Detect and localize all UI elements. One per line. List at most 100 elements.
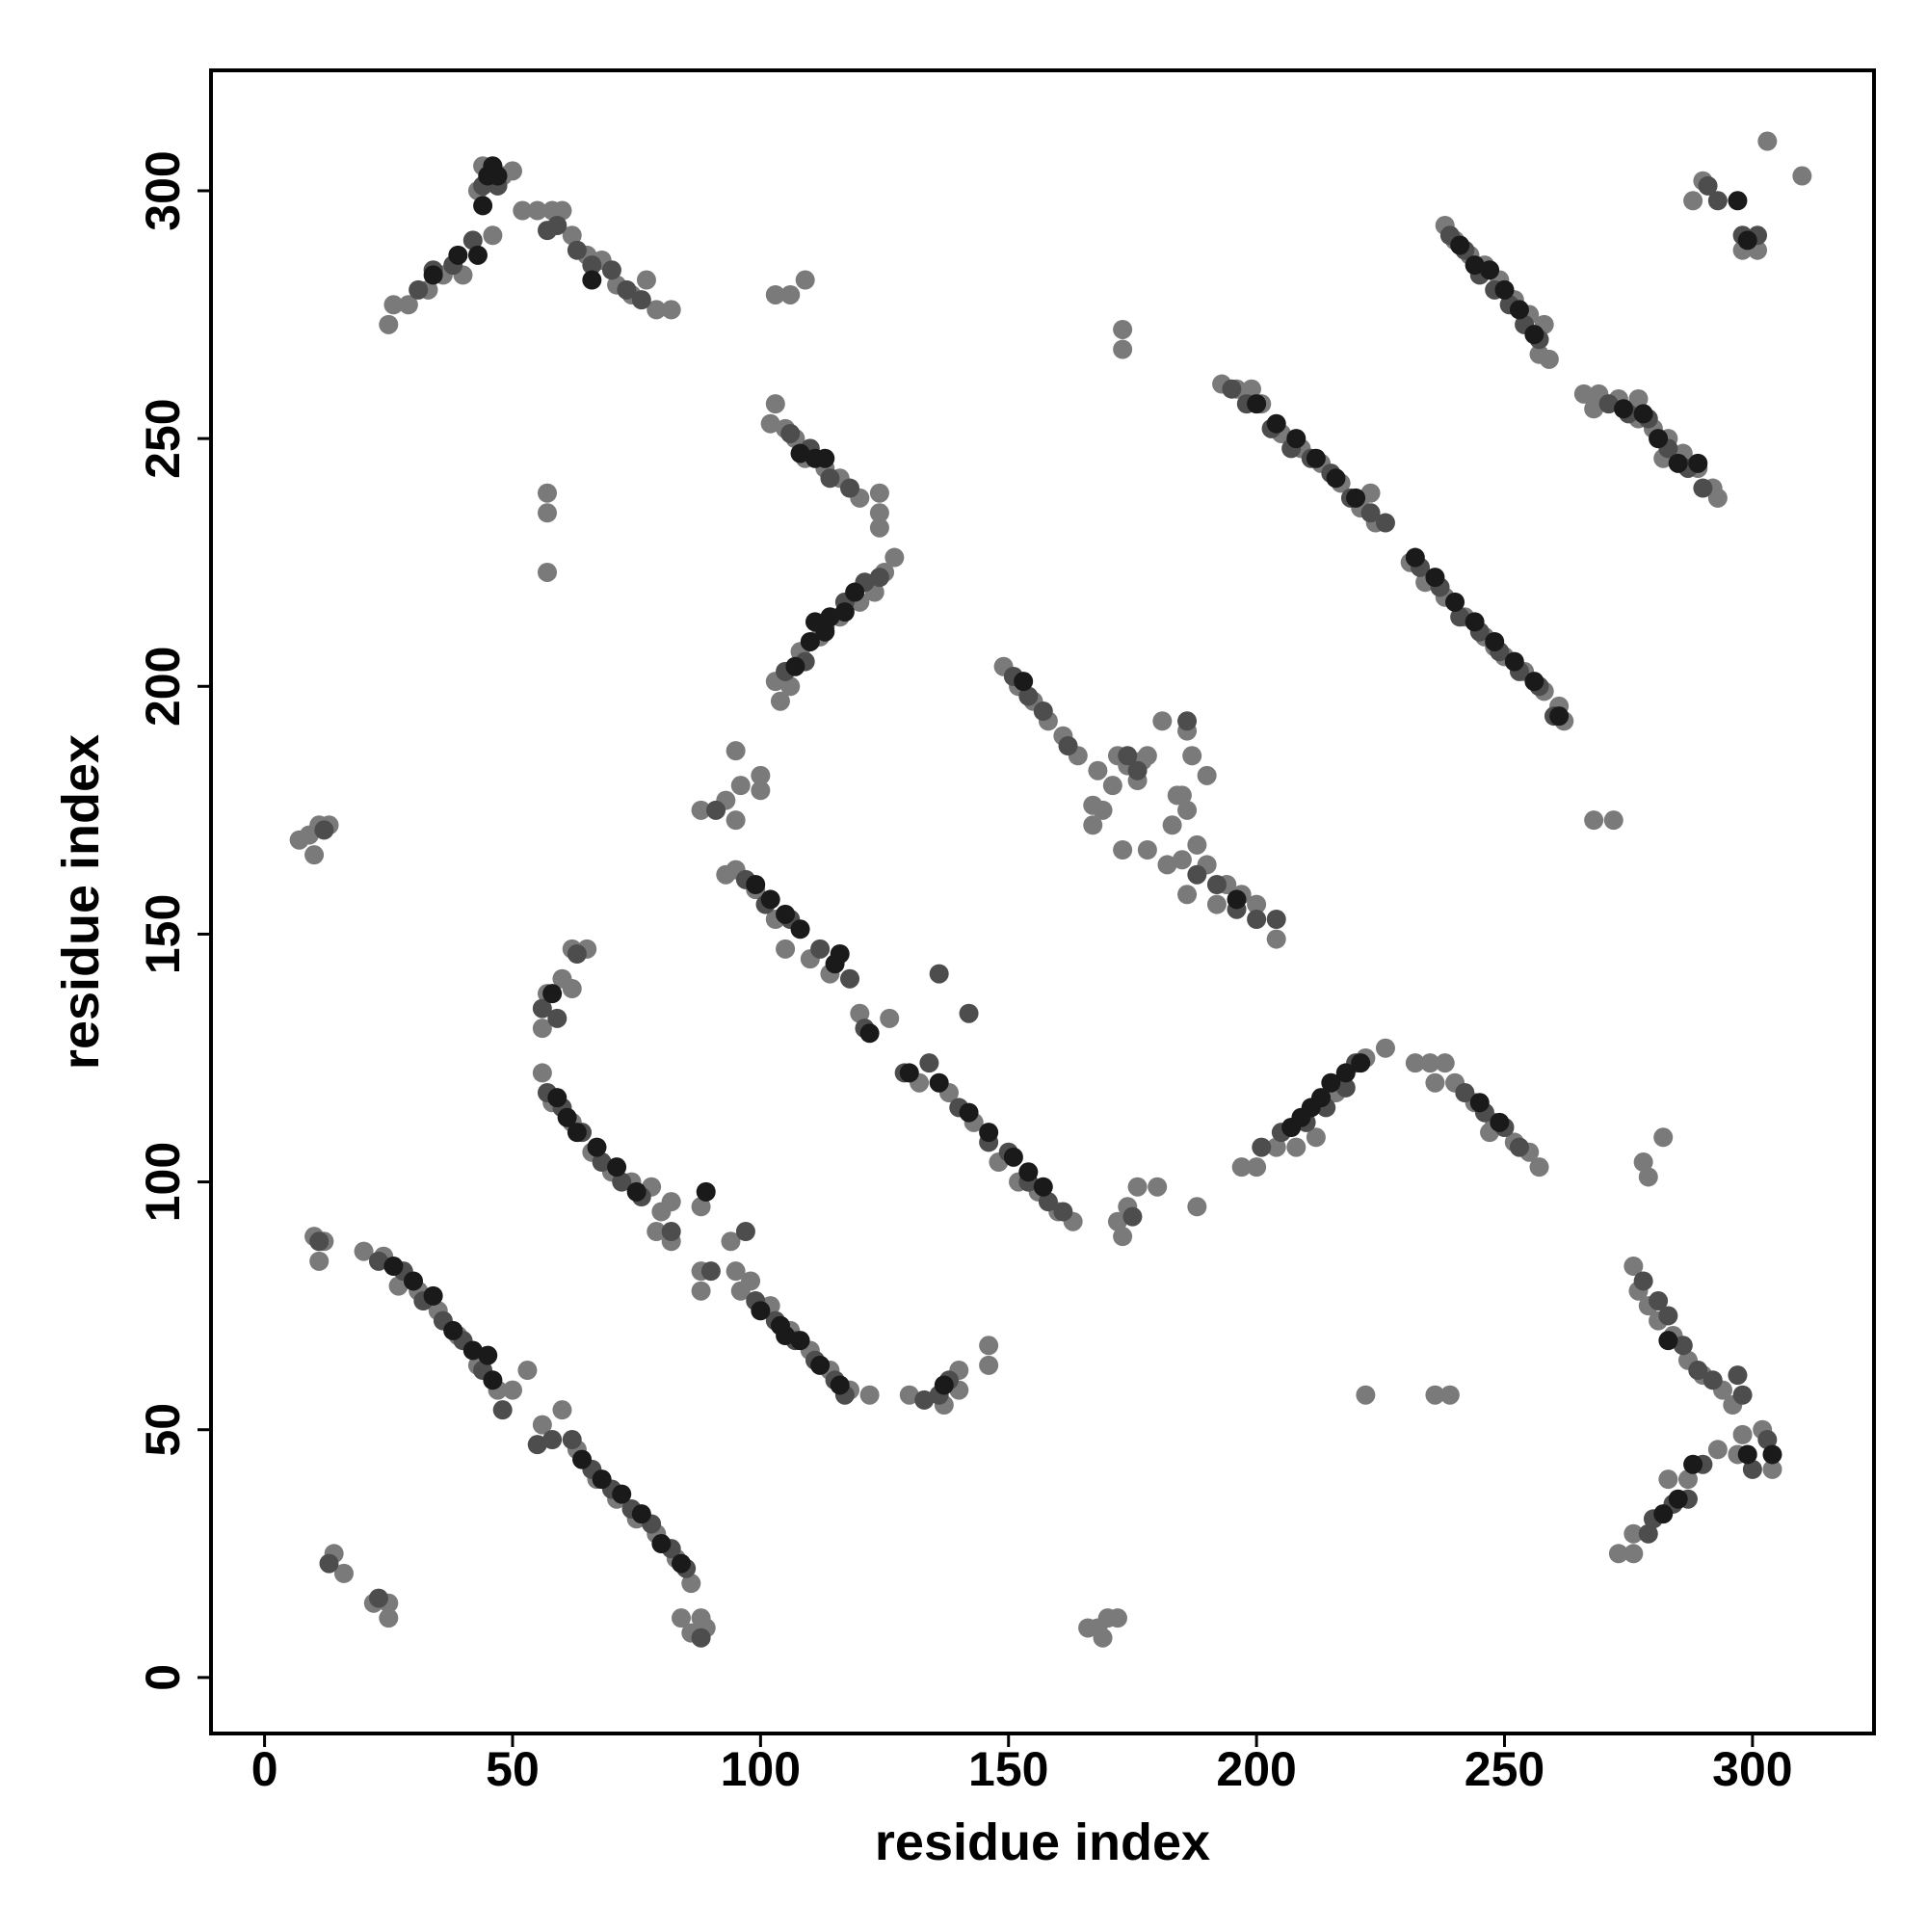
- point: [914, 1389, 935, 1410]
- point: [562, 225, 582, 246]
- point: [790, 1331, 810, 1351]
- point: [1227, 889, 1247, 910]
- point: [780, 423, 801, 443]
- point: [1177, 885, 1198, 905]
- point: [1649, 1291, 1669, 1311]
- point: [532, 1415, 552, 1435]
- point: [959, 1003, 979, 1023]
- point: [1529, 1157, 1549, 1178]
- point: [1231, 1157, 1252, 1178]
- point: [1206, 894, 1227, 914]
- point: [388, 1276, 409, 1296]
- point: [1152, 711, 1173, 731]
- point: [825, 954, 845, 974]
- point: [1405, 1053, 1425, 1073]
- point: [1638, 1523, 1658, 1544]
- point: [1683, 191, 1703, 211]
- point: [840, 968, 860, 989]
- point: [651, 1534, 672, 1554]
- point: [1688, 1361, 1708, 1381]
- y-tick-label: 50: [136, 1403, 190, 1457]
- point: [1445, 592, 1465, 612]
- y-tick-label: 300: [136, 150, 190, 230]
- point: [547, 215, 568, 235]
- point: [735, 1222, 755, 1242]
- point: [304, 845, 325, 865]
- point: [542, 984, 563, 1004]
- point: [1693, 478, 1713, 498]
- point: [700, 1261, 721, 1282]
- point: [1038, 1192, 1058, 1212]
- point: [959, 1102, 979, 1123]
- point: [1683, 1454, 1703, 1474]
- point: [409, 279, 429, 300]
- point: [1549, 706, 1570, 727]
- point: [691, 800, 711, 820]
- point: [770, 691, 790, 711]
- point: [1420, 1053, 1440, 1073]
- point: [1614, 399, 1634, 419]
- x-tick-label: 50: [486, 1742, 540, 1796]
- point: [1375, 513, 1395, 533]
- point: [1157, 855, 1177, 875]
- point: [1335, 1063, 1356, 1083]
- point: [1653, 1504, 1674, 1524]
- point: [538, 562, 558, 582]
- point: [934, 1375, 954, 1395]
- point: [751, 765, 771, 785]
- point: [547, 1088, 568, 1108]
- point: [1058, 735, 1078, 755]
- point: [647, 1222, 667, 1242]
- point: [592, 1469, 612, 1490]
- point: [815, 448, 835, 468]
- point: [1306, 1127, 1326, 1148]
- x-tick-label: 250: [1465, 1742, 1544, 1796]
- point: [1321, 1072, 1341, 1093]
- point: [1439, 1385, 1460, 1405]
- point: [319, 1553, 339, 1574]
- point: [443, 1320, 463, 1340]
- point: [1658, 1306, 1678, 1326]
- point: [1222, 379, 1242, 399]
- point: [1732, 1385, 1753, 1405]
- point: [1266, 413, 1286, 434]
- point: [726, 810, 746, 831]
- point: [1573, 384, 1594, 404]
- point: [1122, 1206, 1143, 1227]
- point: [1356, 1385, 1376, 1405]
- point: [552, 1400, 572, 1420]
- point: [1113, 839, 1133, 860]
- point: [354, 1241, 374, 1261]
- point: [309, 1251, 330, 1271]
- point: [1728, 191, 1748, 211]
- point: [1187, 834, 1207, 855]
- point: [1465, 612, 1485, 632]
- point: [765, 284, 785, 304]
- point: [1603, 810, 1623, 831]
- point: [1286, 429, 1307, 449]
- x-tick-label: 0: [251, 1742, 278, 1796]
- point: [547, 1008, 568, 1028]
- point: [1177, 711, 1198, 731]
- y-tick-label: 200: [136, 647, 190, 727]
- point: [1509, 1137, 1529, 1157]
- point: [805, 612, 825, 632]
- point: [1187, 1197, 1207, 1217]
- point: [979, 1123, 999, 1143]
- point: [314, 820, 334, 840]
- point: [607, 1157, 627, 1178]
- point: [671, 1608, 691, 1628]
- point: [790, 919, 810, 940]
- point: [1762, 1459, 1782, 1479]
- point: [572, 1449, 593, 1469]
- point: [462, 230, 483, 251]
- point: [1455, 1083, 1475, 1103]
- point: [899, 1385, 919, 1405]
- point: [636, 270, 656, 290]
- point: [751, 781, 771, 801]
- point: [527, 1435, 547, 1455]
- point: [1162, 815, 1182, 835]
- point: [1078, 1618, 1098, 1638]
- point: [542, 1430, 563, 1450]
- point: [899, 1063, 919, 1083]
